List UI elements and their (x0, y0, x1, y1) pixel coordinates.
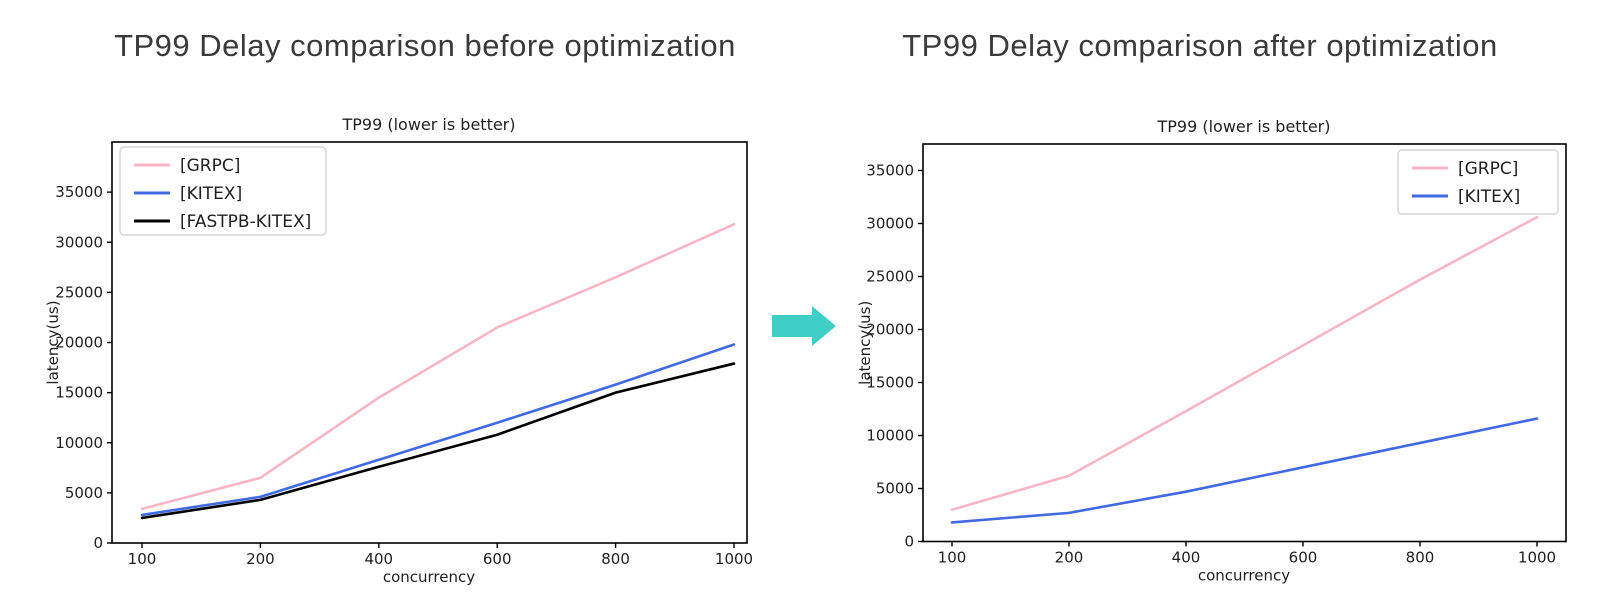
y-tick-label: 5000 (876, 480, 914, 498)
y-tick-label: 20000 (55, 334, 103, 352)
y-tick-label: 25000 (866, 268, 914, 286)
x-tick-label: 100 (128, 550, 157, 568)
legend-label: [GRPC] (1458, 159, 1518, 179)
plot-frame (922, 143, 1567, 543)
x-tick-label: 1000 (715, 550, 753, 568)
chart-title: TP99 (lower is better) (1156, 117, 1330, 136)
x-tick-label: 200 (1055, 549, 1084, 567)
y-tick-label: 25000 (55, 283, 103, 301)
legend-label: [GRPC] (180, 156, 240, 176)
series-line-grpc (950, 215, 1539, 512)
x-axis-label: concurrency (383, 568, 475, 586)
x-tick-label: 100 (938, 549, 967, 567)
series-line-kitex (140, 343, 736, 517)
x-tick-label: 200 (246, 550, 275, 568)
y-axis-label: latency(us) (44, 300, 62, 384)
y-tick-label: 30000 (866, 215, 914, 233)
chart-before-optimization: TP99 (lower is better) 0 5000 10000 15000 200… (44, 115, 753, 586)
series-line-fastpb-kitex (140, 362, 736, 520)
y-tick-label: 20000 (866, 321, 914, 339)
chart-title: TP99 (lower is better) (341, 115, 515, 134)
legend-label: [FASTPB-KITEX] (180, 212, 311, 232)
y-tick-label: 10000 (55, 434, 103, 452)
y-axis-label: latency(us) (856, 301, 874, 385)
x-tick-label: 400 (364, 550, 393, 568)
heading-after-optimization: TP99 Delay comparison after optimization (902, 28, 1498, 63)
legend-box (1397, 149, 1559, 215)
y-tick-label: 15000 (866, 374, 914, 392)
y-tick-label: 15000 (55, 384, 103, 402)
x-tick-label: 600 (483, 550, 512, 568)
y-tick-label: 5000 (65, 484, 103, 502)
x-tick-label: 1000 (1518, 549, 1556, 567)
x-tick-label: 600 (1289, 549, 1318, 567)
y-tick-label: 35000 (866, 162, 914, 180)
y-tick-label: 30000 (55, 233, 103, 251)
y-tick-label: 10000 (866, 427, 914, 445)
y-tick-label: 35000 (55, 183, 103, 201)
chart-after-optimization: TP99 (lower is better) 0 5000 10000 15000 200… (856, 117, 1567, 585)
legend-label: [KITEX] (1458, 187, 1520, 207)
legend-box (119, 146, 327, 236)
series-line-kitex (950, 417, 1539, 524)
heading-before-optimization: TP99 Delay comparison before optimizatio… (114, 28, 736, 63)
x-tick-label: 800 (1406, 549, 1435, 567)
series-line-grpc (140, 222, 736, 511)
x-tick-label: 800 (601, 550, 630, 568)
x-tick-label: 400 (1172, 549, 1201, 567)
y-tick-label: 0 (93, 534, 103, 552)
legend-label: [KITEX] (180, 184, 242, 204)
right-arrow-icon (772, 306, 836, 346)
x-axis-label: concurrency (1198, 567, 1290, 585)
y-tick-label: 0 (904, 533, 914, 551)
